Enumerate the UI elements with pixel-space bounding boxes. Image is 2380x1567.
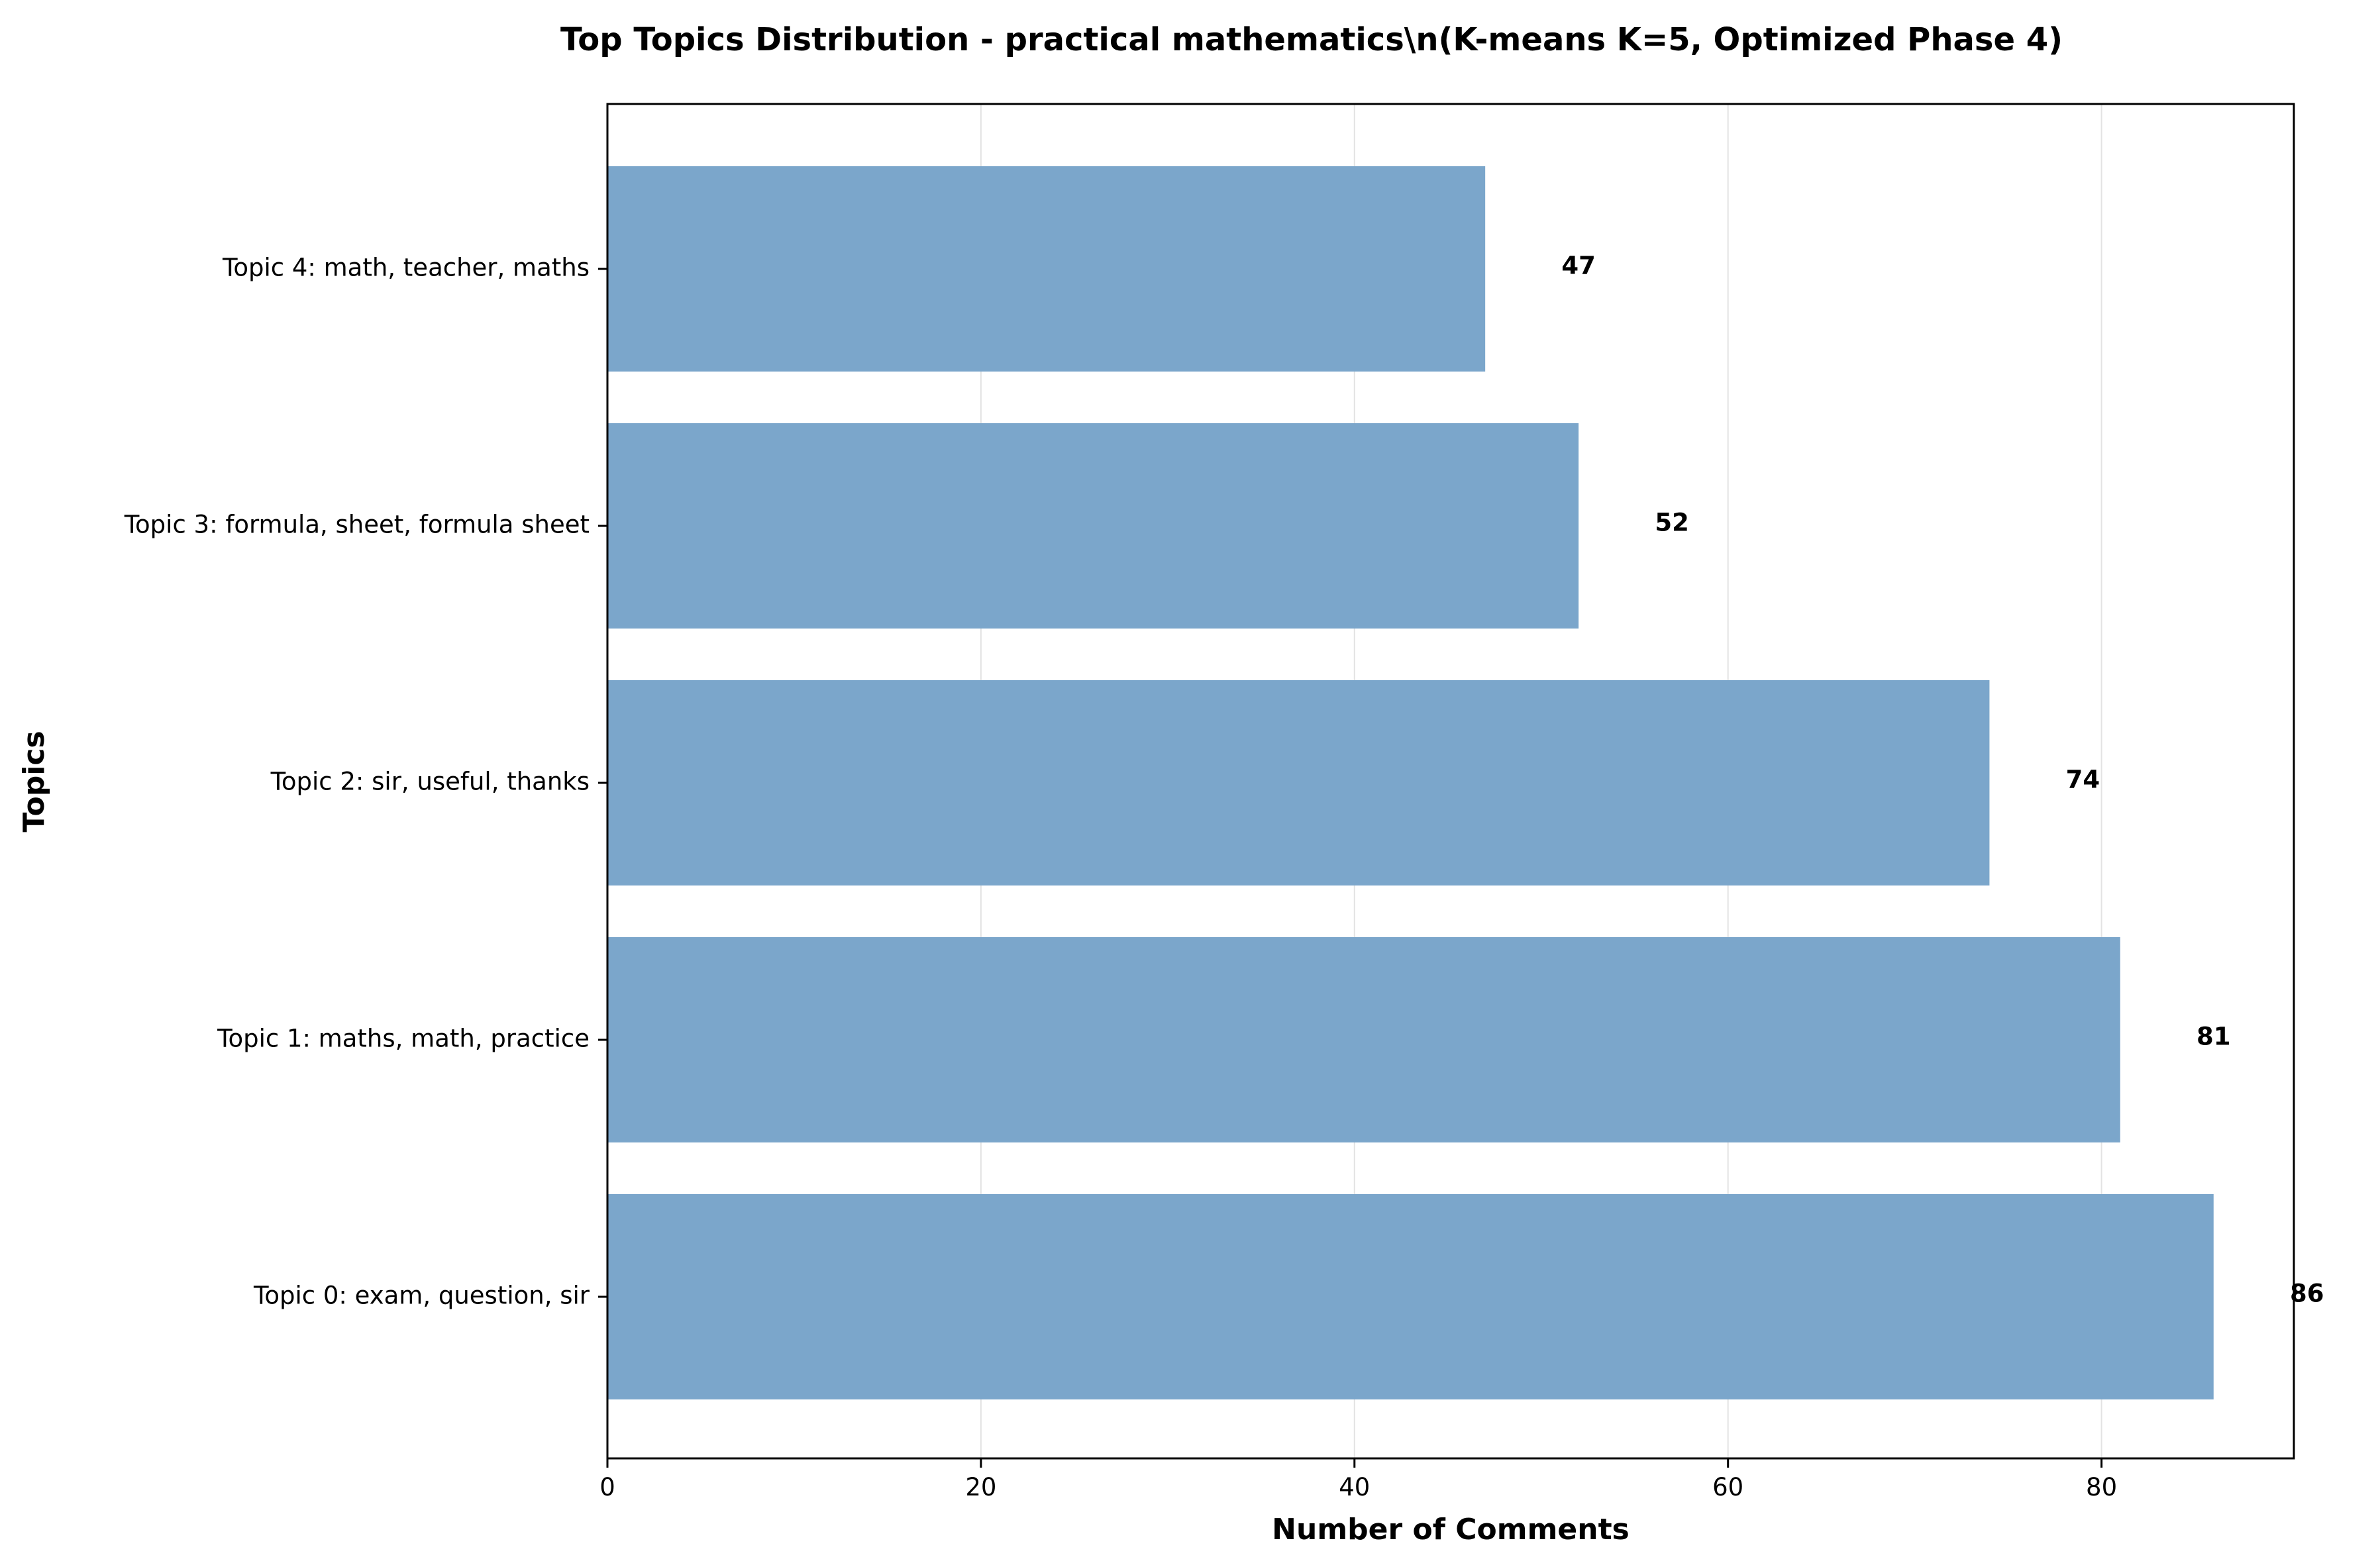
y-tick-label: Topic 2: sir, useful, thanks bbox=[270, 768, 590, 796]
x-tick-label: 80 bbox=[2086, 1473, 2117, 1501]
x-tick-label: 60 bbox=[1712, 1473, 1743, 1501]
y-tick-label: Topic 3: formula, sheet, formula sheet bbox=[124, 511, 590, 539]
bar bbox=[607, 423, 1579, 629]
y-ticks-layer: Topic 0: exam, question, sir Topic 1: mat… bbox=[124, 254, 607, 1310]
x-tick-label: 0 bbox=[599, 1473, 615, 1501]
chart-title: Top Topics Distribution - practical math… bbox=[560, 21, 2063, 58]
value-label: 74 bbox=[2066, 766, 2100, 794]
x-ticks-layer: 0 20 40 60 80 bbox=[599, 1458, 2117, 1501]
value-label: 81 bbox=[2197, 1023, 2231, 1051]
bar bbox=[607, 680, 1990, 885]
bar bbox=[607, 937, 2120, 1142]
plot-frame bbox=[606, 103, 2295, 1460]
bars-layer bbox=[607, 166, 2214, 1399]
x-axis-label: Number of Comments bbox=[1272, 1513, 1630, 1546]
y-tick-label: Topic 0: exam, question, sir bbox=[253, 1282, 590, 1310]
value-label: 86 bbox=[2290, 1280, 2324, 1308]
value-label: 52 bbox=[1655, 509, 1689, 537]
bar bbox=[607, 1194, 2214, 1399]
value-label: 47 bbox=[1561, 252, 1596, 280]
bar bbox=[607, 166, 1486, 372]
value-labels-layer: 86 81 74 52 47 bbox=[1561, 252, 2324, 1308]
x-tick-label: 20 bbox=[965, 1473, 996, 1501]
y-tick-label: Topic 4: math, teacher, maths bbox=[222, 254, 590, 282]
y-axis-label: Topics bbox=[17, 731, 51, 832]
y-tick-label: Topic 1: maths, math, practice bbox=[217, 1025, 590, 1053]
x-tick-label: 40 bbox=[1339, 1473, 1370, 1501]
